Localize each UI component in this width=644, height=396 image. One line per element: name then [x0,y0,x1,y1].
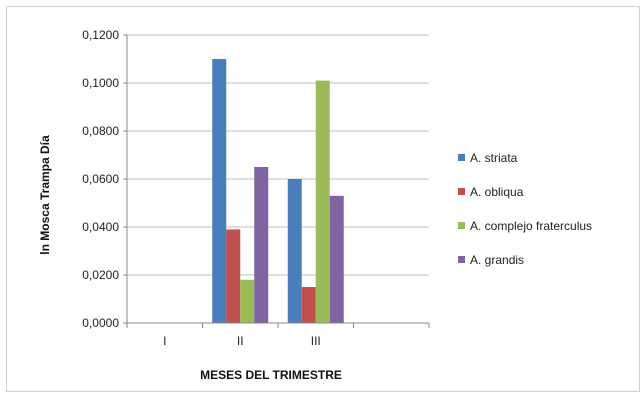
x-tick-label: II [237,334,244,348]
legend-label: A. striata [470,151,518,165]
bar [301,287,316,323]
legend-swatch [458,256,465,263]
gridlines [127,34,429,276]
y-axis-title: ln Mosca Trampa Día [38,135,52,255]
bar [226,229,241,323]
bar [254,167,269,323]
bars [212,59,344,323]
y-tick-label: 0,0600 [82,172,119,186]
x-tick-label: I [163,334,166,348]
legend-label: A. grandis [470,253,524,267]
bar [287,179,302,323]
y-tick-label: 0,0000 [82,316,119,330]
bar [329,195,344,323]
bar [212,59,227,323]
y-tick-label: 0,1000 [82,76,119,90]
legend-swatch [458,222,465,229]
y-tick-label: 0,0800 [82,124,119,138]
legend-swatch [458,154,465,161]
y-tick-label: 0,0400 [82,220,119,234]
x-tick-label: III [311,334,321,348]
legend-label: A. complejo fraterculus [470,219,592,233]
legend-swatch [458,188,465,195]
legend-label: A. obliqua [470,185,524,199]
x-axis-title: MESES DEL TRIMESTRE [200,368,342,382]
y-tick-labels: 0,0000 0,0200 0,0400 0,0600 0,0800 0,1000 0,12… [82,28,127,330]
x-tick-labels: I II III [126,323,430,348]
legend: A. striata A. obliqua A. complejo fratercu… [458,151,592,267]
bar [315,80,330,323]
bar [240,279,255,323]
y-tick-label: 0,1200 [82,28,119,42]
y-tick-label: 0,0200 [82,268,119,282]
